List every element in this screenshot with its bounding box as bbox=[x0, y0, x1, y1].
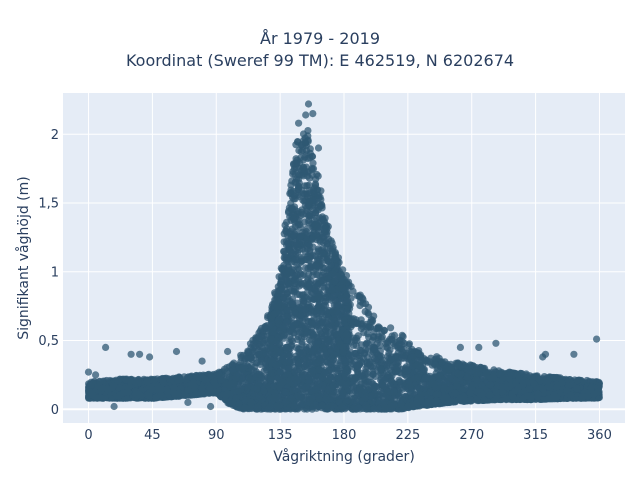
data-point bbox=[214, 370, 223, 378]
data-point bbox=[247, 354, 255, 362]
data-point bbox=[363, 403, 371, 412]
data-point bbox=[253, 370, 261, 378]
data-point bbox=[380, 327, 388, 335]
data-point bbox=[372, 382, 380, 391]
data-point bbox=[363, 363, 371, 371]
data-point bbox=[378, 333, 386, 341]
data-point bbox=[377, 388, 385, 396]
data-point bbox=[466, 389, 474, 397]
data-point bbox=[447, 365, 455, 373]
data-point bbox=[457, 370, 465, 378]
data-point bbox=[234, 381, 242, 389]
data-points bbox=[84, 100, 604, 413]
data-point bbox=[387, 355, 395, 363]
data-point bbox=[406, 389, 415, 397]
data-point bbox=[371, 390, 379, 398]
data-point bbox=[393, 364, 402, 372]
chart-title-line-2: Koordinat (Sweref 99 TM): E 462519, N 62… bbox=[125, 51, 515, 70]
data-point bbox=[467, 396, 475, 404]
data-point bbox=[394, 349, 402, 357]
data-point bbox=[151, 375, 159, 383]
data-point bbox=[353, 292, 362, 300]
data-point bbox=[364, 303, 373, 311]
data-point bbox=[404, 402, 412, 410]
data-point bbox=[425, 401, 433, 409]
data-point bbox=[573, 376, 581, 385]
data-point bbox=[235, 399, 243, 407]
data-point bbox=[254, 403, 262, 411]
data-point bbox=[478, 381, 486, 389]
data-point bbox=[414, 373, 422, 381]
data-point bbox=[363, 339, 371, 347]
data-point bbox=[365, 310, 373, 318]
data-point bbox=[168, 375, 176, 383]
data-point bbox=[241, 404, 249, 412]
data-point bbox=[463, 373, 472, 381]
data-point bbox=[377, 376, 385, 384]
data-point bbox=[460, 385, 468, 393]
data-point bbox=[428, 361, 436, 369]
data-point bbox=[386, 381, 394, 390]
data-point bbox=[251, 342, 259, 350]
data-point bbox=[260, 367, 268, 375]
data-point bbox=[514, 385, 522, 393]
data-point bbox=[400, 339, 408, 347]
data-point bbox=[259, 350, 267, 358]
data-point bbox=[406, 381, 414, 389]
data-point bbox=[369, 370, 377, 378]
data-point bbox=[383, 360, 391, 368]
data-point bbox=[522, 370, 530, 378]
data-point bbox=[232, 394, 240, 402]
data-point bbox=[452, 377, 460, 385]
data-point bbox=[241, 396, 249, 404]
data-point bbox=[221, 365, 229, 373]
data-point bbox=[101, 393, 109, 401]
data-point bbox=[413, 385, 421, 393]
data-point bbox=[238, 373, 246, 381]
data-point bbox=[404, 367, 412, 375]
data-point bbox=[370, 345, 378, 353]
data-point bbox=[226, 373, 234, 381]
data-point bbox=[262, 322, 270, 330]
data-point bbox=[436, 371, 444, 380]
data-point bbox=[350, 334, 358, 342]
data-point bbox=[400, 346, 408, 354]
data-point bbox=[376, 342, 384, 350]
data-point bbox=[385, 349, 393, 357]
data-point bbox=[244, 383, 252, 391]
data-point bbox=[414, 350, 422, 358]
data-point bbox=[244, 348, 252, 356]
data-point bbox=[388, 336, 396, 344]
data-point bbox=[362, 323, 370, 331]
data-point bbox=[360, 375, 368, 383]
data-point bbox=[356, 302, 364, 310]
data-point bbox=[398, 354, 406, 362]
data-point bbox=[396, 378, 404, 386]
data-point bbox=[258, 343, 266, 351]
data-point bbox=[433, 365, 441, 373]
data-point bbox=[304, 127, 312, 135]
data-point bbox=[423, 357, 431, 365]
data-point bbox=[358, 369, 366, 377]
data-point bbox=[463, 363, 472, 371]
data-point bbox=[114, 377, 122, 385]
data-point bbox=[349, 287, 357, 295]
data-point bbox=[387, 324, 395, 332]
data-point bbox=[228, 360, 236, 369]
chart-title-line-1: År 1979 - 2019 bbox=[260, 29, 380, 48]
